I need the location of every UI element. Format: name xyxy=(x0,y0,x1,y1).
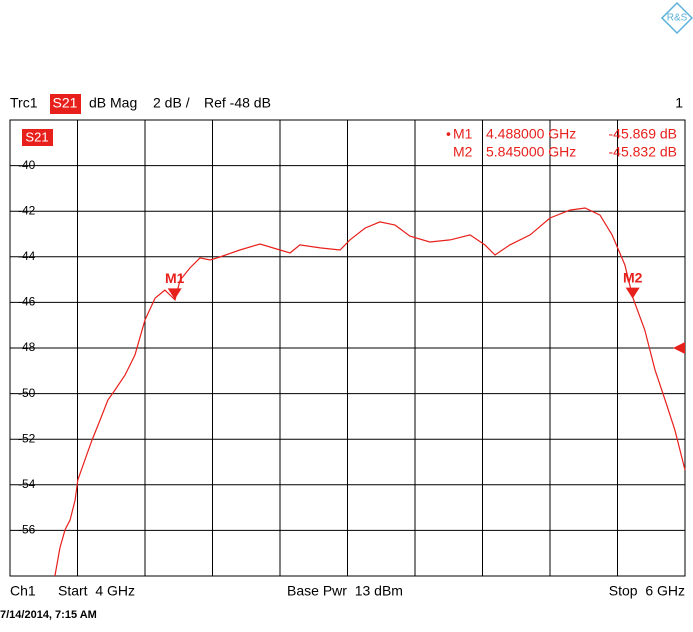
timestamp: 7/14/2014, 7:15 AM xyxy=(0,609,97,621)
y-tick-label: -52 xyxy=(18,431,36,445)
trace xyxy=(54,207,686,577)
start: Start 4 GHz xyxy=(58,583,135,599)
svg-text:R&S: R&S xyxy=(667,13,688,24)
ref: Ref -48 dB xyxy=(204,95,271,111)
y-tick-label: -46 xyxy=(18,295,36,309)
channel: Ch1 xyxy=(10,583,36,599)
channel-no: 1 xyxy=(675,95,683,111)
logo: R&S xyxy=(660,1,693,35)
marker-info-value: -45.832 dB xyxy=(609,144,678,160)
y-tick-label: -40 xyxy=(18,158,36,172)
y-tick-label: -44 xyxy=(18,249,36,263)
marker-info-x: 4.488000 GHz xyxy=(486,126,576,142)
marker-info-x: 5.845000 GHz xyxy=(486,144,576,160)
param-badge xyxy=(50,94,81,114)
trace-name: Trc1 xyxy=(10,95,38,111)
marker xyxy=(625,287,640,299)
marker-info-value: -45.869 dB xyxy=(609,126,678,142)
marker-label: M2 xyxy=(623,269,643,285)
trace-badge: S21 xyxy=(25,129,48,144)
y-tick-label: -42 xyxy=(18,203,36,217)
marker-label: M1 xyxy=(165,270,185,286)
trace-badge-box xyxy=(22,129,53,146)
ref-level-arrow xyxy=(673,342,685,354)
format: dB Mag xyxy=(89,95,137,111)
marker xyxy=(167,288,182,300)
y-tick-label: -54 xyxy=(18,477,36,491)
marker-info-name: M1 xyxy=(453,126,473,142)
stop: Stop 6 GHz xyxy=(609,583,685,599)
y-tick-label: -48 xyxy=(18,340,36,354)
param: S21 xyxy=(53,95,78,111)
y-tick-label: -56 xyxy=(18,523,36,537)
y-tick-label: -50 xyxy=(18,386,36,400)
power: Base Pwr 13 dBm xyxy=(287,583,403,599)
marker-info-name: M2 xyxy=(453,144,473,160)
active-dot: • xyxy=(446,126,451,142)
scale: 2 dB / xyxy=(153,95,190,111)
